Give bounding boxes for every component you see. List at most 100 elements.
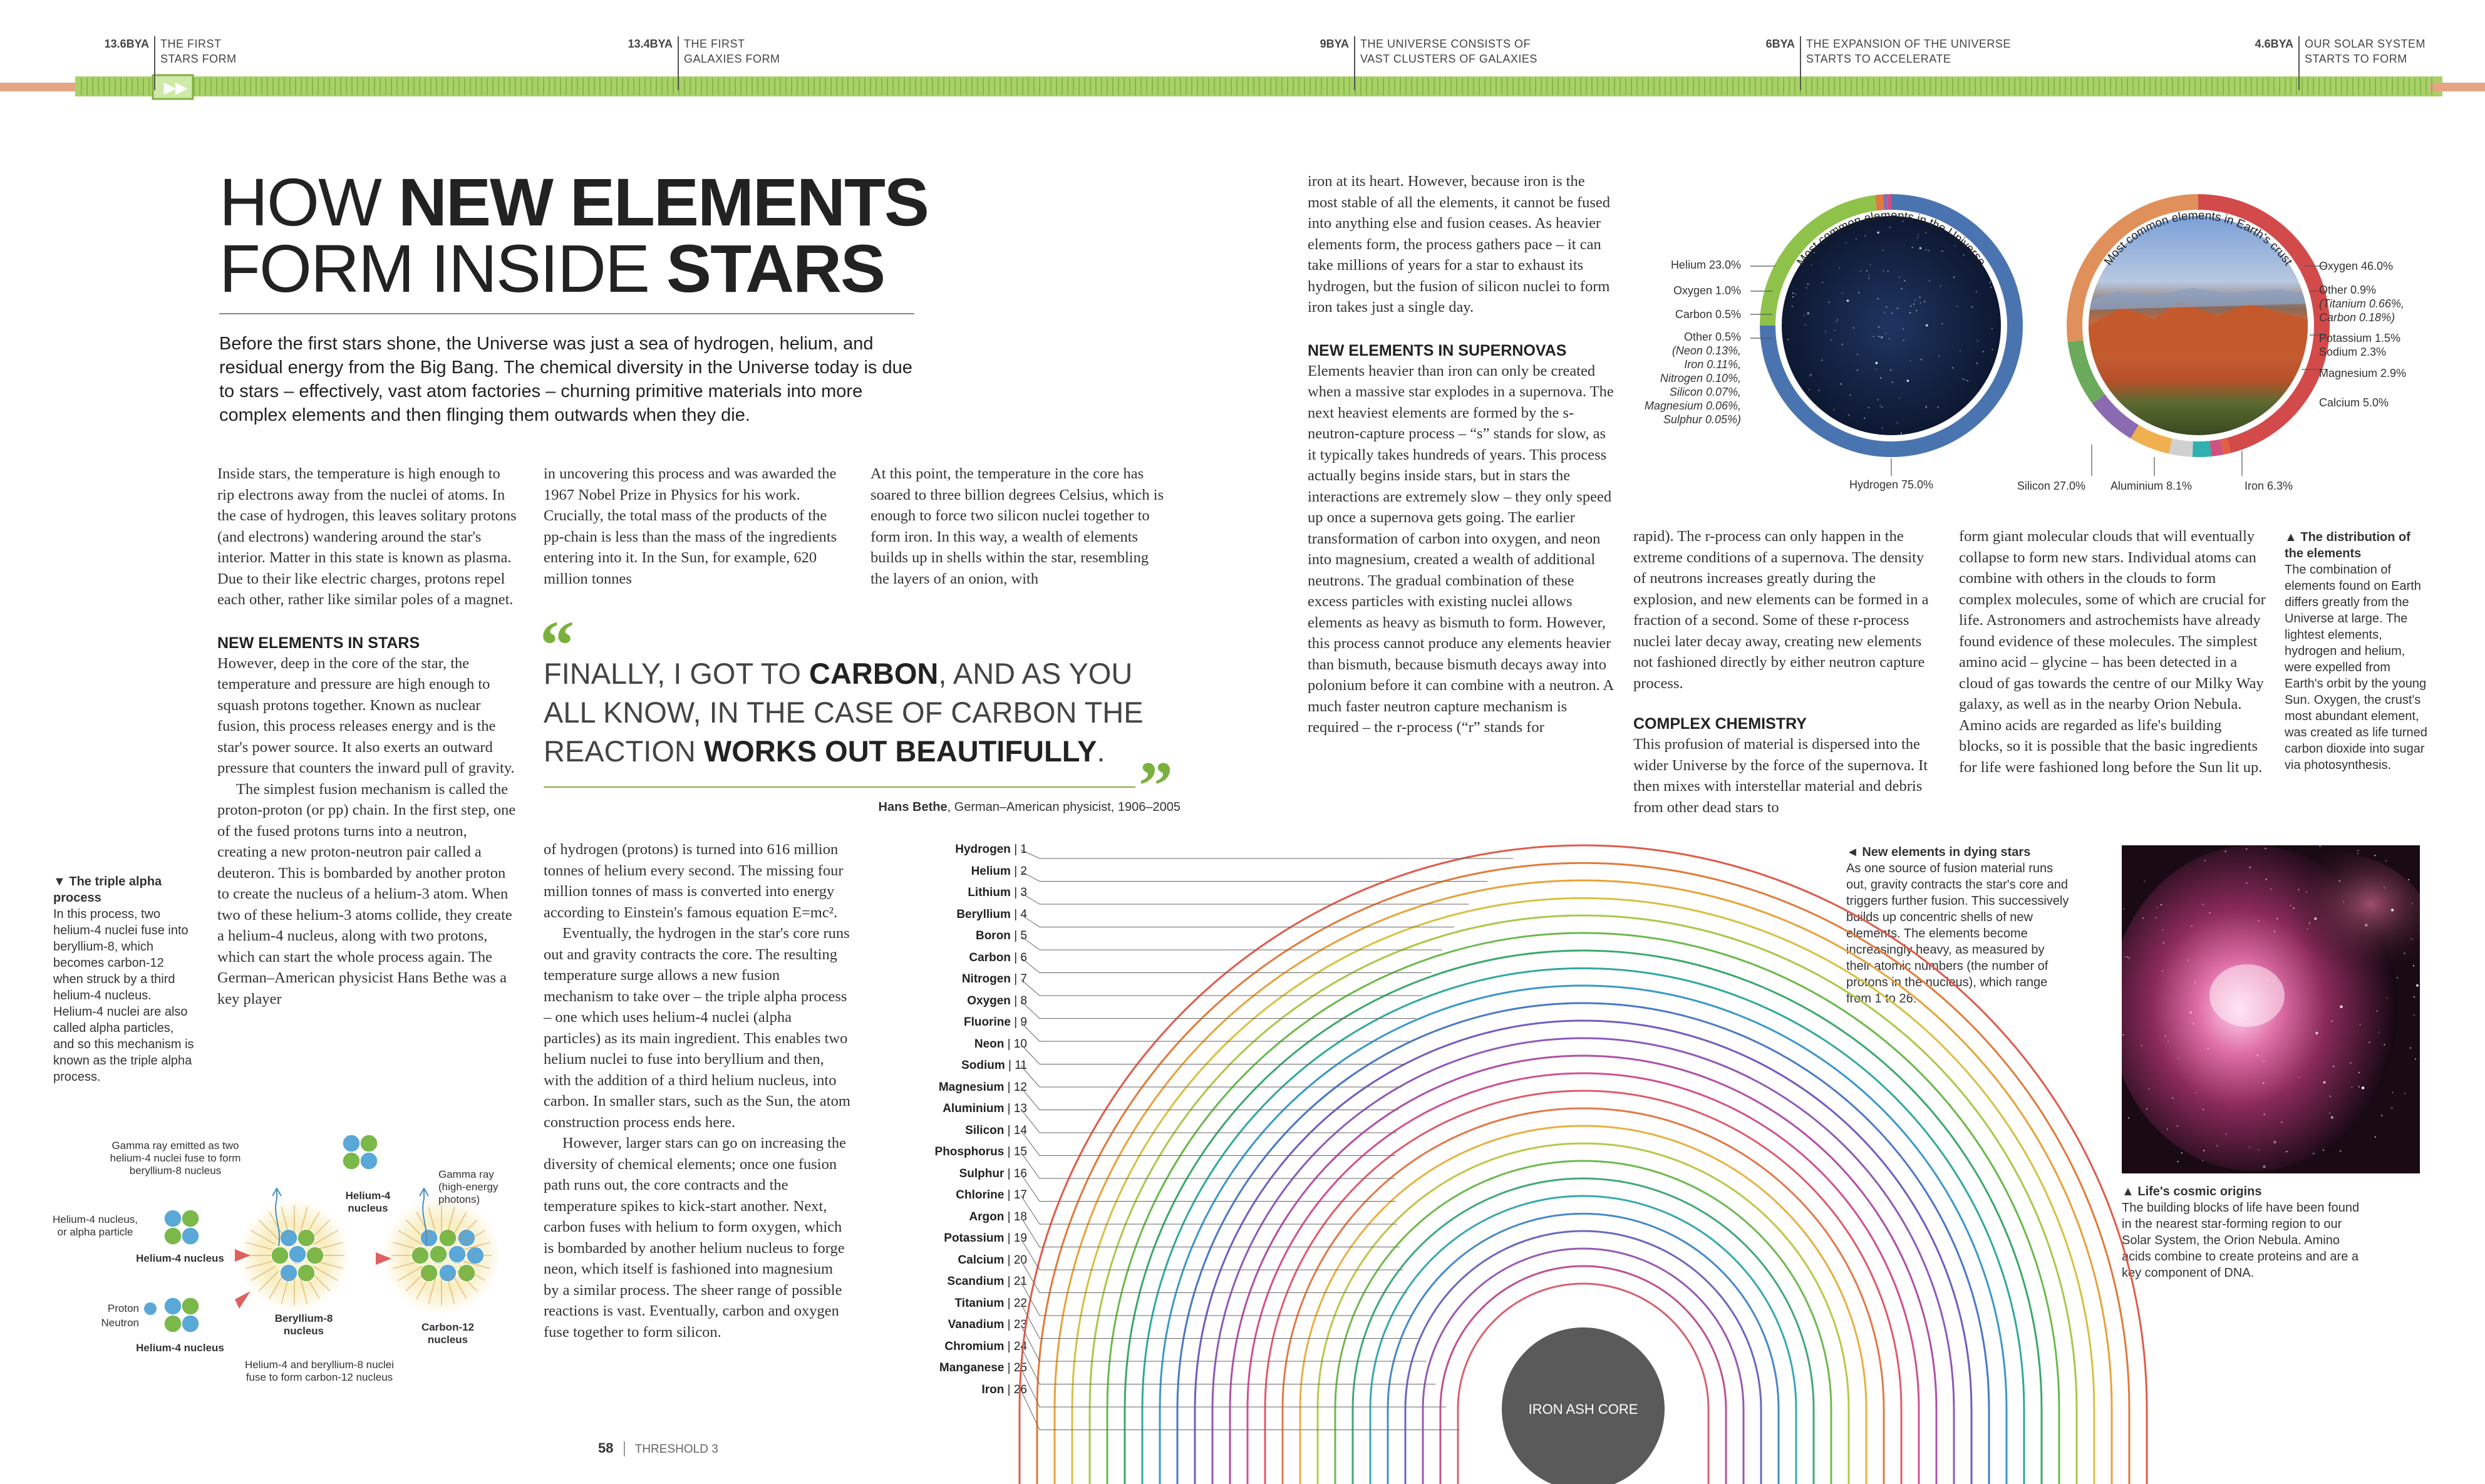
pie-label-potassium: Potassium 1.5%: [2319, 332, 2401, 344]
element-row: Nitrogen | 7: [864, 969, 1027, 991]
paragraph: rapid). The r-process can only happen in…: [1633, 528, 1929, 692]
separator: |: [1010, 972, 1021, 986]
proton: [438, 1264, 457, 1282]
section-heading: NEW ELEMENTS IN SUPERNOVAS: [1308, 341, 1567, 359]
label-gamma-ray-1: Gamma ray emitted as two helium-4 nuclei…: [110, 1140, 241, 1177]
element-number: 4: [1020, 907, 1027, 921]
quote-attribution: Hans Bethe, German–American physicist, 1…: [783, 800, 1181, 815]
element-name: Carbon: [969, 951, 1011, 964]
pie-label-calcium: Calcium 5.0%: [2319, 396, 2389, 409]
neutron: [297, 1264, 316, 1282]
pie-label-aluminium: Aluminium 8.1%: [2110, 480, 2193, 492]
element-name: Phosphorus: [934, 1145, 1005, 1158]
separator: |: [1010, 951, 1021, 964]
neutron: [163, 1314, 182, 1333]
separator: |: [1004, 1188, 1014, 1202]
element-shell: [1246, 1072, 1920, 1484]
gamma-ray-icons: [272, 1187, 429, 1247]
section-heading: COMPLEX CHEMISTRY: [1633, 715, 1807, 733]
separator: |: [1004, 1167, 1014, 1180]
caption-text: In this process, two helium-4 nuclei fus…: [53, 907, 194, 1084]
element-number: 17: [1013, 1188, 1027, 1202]
proton: [181, 1227, 200, 1245]
svg-text:▶▶: ▶▶: [163, 80, 188, 96]
element-name: Sodium: [961, 1059, 1005, 1072]
paragraph: in uncovering this process and was award…: [544, 465, 837, 587]
element-row: Potassium | 19: [864, 1228, 1027, 1250]
timeline-date: 4.6BYA: [2255, 38, 2293, 50]
pie-label-oxygen: Oxygen 1.0%: [1673, 284, 1741, 297]
neutron: [163, 1227, 182, 1245]
element-shell: [1176, 1002, 1990, 1484]
orion-nebula-image: [2122, 845, 2420, 1173]
proton: [163, 1297, 182, 1316]
quote-emphasis: WORKS OUT BEAUTIFULLY: [703, 734, 1097, 768]
element-shell: [1422, 1247, 1745, 1484]
proton: [420, 1229, 438, 1247]
timeline-bar: ▶▶: [0, 74, 2485, 100]
element-name: Scandium: [947, 1275, 1005, 1288]
proton: [342, 1134, 361, 1153]
pie-label-hydrogen: Hydrogen 75.0%: [1849, 478, 1934, 491]
separator: |: [1004, 1275, 1014, 1288]
element-number: 22: [1013, 1296, 1027, 1310]
label-neutron: Neutron: [101, 1317, 139, 1329]
label-beryllium-8: Beryllium-8 nucleus: [274, 1312, 333, 1337]
section-heading: NEW ELEMENTS IN STARS: [217, 634, 420, 652]
element-number: 21: [1013, 1275, 1027, 1288]
column-2-bottom: of hydrogen (protons) is turned into 616…: [544, 839, 850, 1342]
timeline-desc: THE FIRST: [160, 38, 222, 50]
element-row: Beryllium | 4: [864, 904, 1027, 926]
element-name: Titanium: [954, 1296, 1005, 1310]
title-light: HOW: [219, 164, 398, 240]
element-number: 7: [1020, 972, 1027, 986]
timeline-desc: THE UNIVERSE CONSISTS OF: [1360, 38, 1531, 50]
caption-title: ▲ The distribution of the elements: [2285, 530, 2410, 560]
page-footer: 58 THRESHOLD 3: [598, 1440, 718, 1457]
element-number: 2: [1020, 864, 1027, 878]
element-row: Manganese | 25: [864, 1358, 1027, 1379]
element-name: Boron: [975, 929, 1011, 942]
element-number: 14: [1013, 1123, 1027, 1137]
label-helium-4-b: Helium-4 nucleus: [136, 1342, 224, 1354]
column-5: rapid). The r-process can only happen in…: [1633, 526, 1940, 818]
column-3: At this point, the temperature in the co…: [871, 463, 1171, 589]
timeline-desc: THE EXPANSION OF THE UNIVERSE: [1806, 38, 2011, 50]
pie-label-silicon: Silicon 27.0%: [2017, 480, 2085, 492]
separator: |: [1004, 1080, 1014, 1094]
pie-label-iron: Iron 0.11%,: [1684, 358, 1741, 371]
pie-label-helium: Helium 23.0%: [1670, 259, 1741, 271]
quote-close-mark: ”: [1139, 748, 1173, 824]
timeline-desc: THE FIRST: [684, 38, 745, 50]
element-number: 8: [1020, 994, 1027, 1007]
concentric-shells-diagram: IRON ASH CORE: [1018, 844, 2148, 1484]
element-shell: [1036, 862, 2131, 1484]
separator: |: [1004, 1383, 1014, 1396]
separator: |: [1004, 1232, 1014, 1245]
element-name: Beryllium: [956, 907, 1011, 921]
pie-label-iron: Iron 6.3%: [2245, 480, 2293, 492]
pie-label-other-universe: Other 0.5% (Neon 0.13%, Iron 0.11%, Nitr…: [1616, 330, 1741, 426]
paragraph: This profusion of material is dispersed …: [1633, 736, 1928, 816]
proton: [181, 1314, 200, 1333]
element-row: Argon | 18: [864, 1207, 1027, 1229]
separator: |: [1004, 1145, 1014, 1158]
iron-ash-core-label: IRON ASH CORE: [1529, 1401, 1638, 1417]
title-rule: [219, 313, 914, 314]
element-shell: [1439, 1265, 1727, 1484]
element-shell: [1334, 1160, 1832, 1484]
title-light: FORM INSIDE: [219, 230, 667, 306]
element-number: 23: [1013, 1318, 1027, 1331]
element-list: Hydrogen | 1 Helium | 2 Lithium | 3 Berylli…: [864, 839, 1027, 1401]
pie-label-sulphur: Sulphur 0.05%): [1663, 413, 1741, 426]
element-name: Aluminium: [943, 1102, 1005, 1115]
label-alpha-particle: Helium-4 nucleus, or alpha particle: [52, 1213, 138, 1238]
element-shell: [1264, 1090, 1903, 1484]
element-number: 6: [1020, 951, 1027, 964]
separator: |: [1010, 864, 1021, 878]
element-shell: [1141, 967, 2025, 1484]
element-shell: [1387, 1212, 1780, 1484]
label-helium-4-a: Helium-4 nucleus: [136, 1252, 224, 1264]
section-name: THRESHOLD 3: [634, 1443, 718, 1456]
element-row: Aluminium | 13: [864, 1098, 1027, 1120]
